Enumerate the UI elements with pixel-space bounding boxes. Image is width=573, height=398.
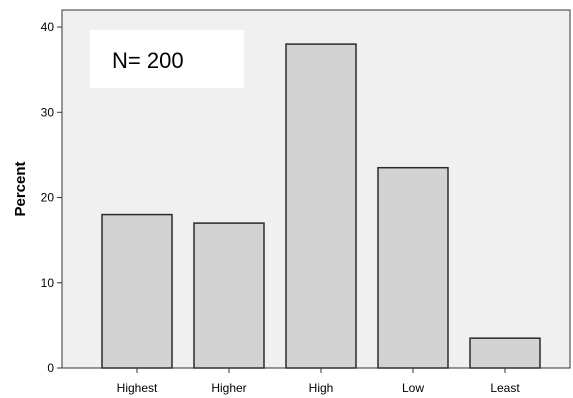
x-axis: Highest Higher High Low Least: [62, 367, 570, 395]
x-tick-label-least: Least: [490, 381, 520, 395]
y-tick-label: 40: [41, 20, 55, 34]
x-tick-label-highest: Highest: [117, 381, 158, 395]
bar-higher: [193, 222, 265, 369]
y-axis-title: Percent: [12, 161, 29, 216]
x-tick-label-higher: Higher: [211, 381, 246, 395]
bar-highest: [101, 213, 173, 369]
x-tick-label-high: High: [309, 381, 334, 395]
bar-least: [469, 337, 541, 369]
y-tick-label: 0: [47, 361, 54, 375]
y-axis: 0 10 20 30 40: [41, 10, 63, 375]
y-tick-label: 30: [41, 105, 55, 119]
x-tick-label-low: Low: [402, 381, 424, 395]
annotation-box: [90, 30, 244, 88]
bar-low: [377, 166, 449, 369]
bar-high: [285, 43, 357, 369]
y-tick-label: 10: [41, 276, 55, 290]
y-tick-label: 20: [41, 191, 55, 205]
annotation-text: N= 200: [112, 48, 184, 73]
bars-group: [101, 43, 541, 369]
sample-size-annotation: N= 200: [90, 30, 244, 88]
